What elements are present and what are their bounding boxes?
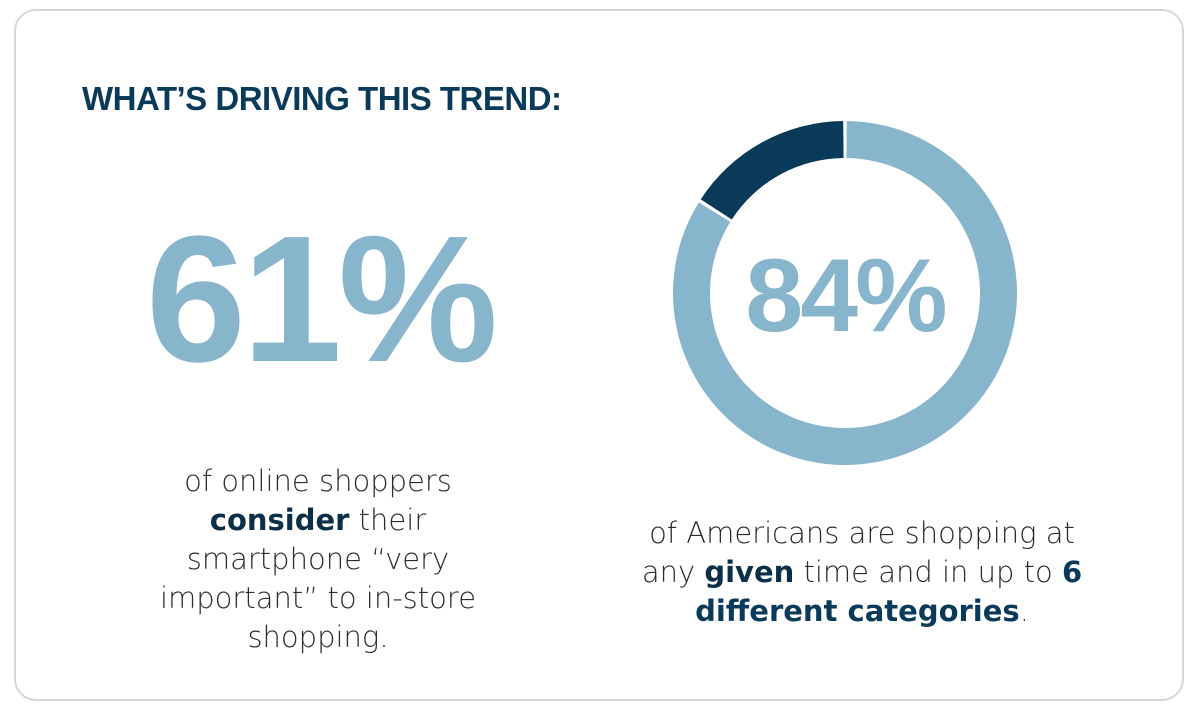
caption-right-text-3: . [1019,594,1029,628]
donut-chart: 84% [670,118,1020,468]
donut-slice-other [700,121,844,220]
stat-left-caption: of online shoppers consider their smartph… [140,462,496,657]
donut-chart-svg: 84% [673,121,1017,465]
section-heading: WHAT’S DRIVING THIS TREND: [82,80,562,117]
stat-61-percent: 61% [145,199,498,400]
caption-left-bold: consider [209,503,350,537]
donut-center-label: 84% [745,238,945,354]
caption-right-text-1: of Americans are shopping at any [641,516,1075,589]
caption-right-text-2: time and in up to [794,555,1062,589]
caption-right-bold-1: given [704,555,795,589]
stat-right-caption: of Americans are shopping at any given t… [640,514,1084,631]
caption-left-text-1: of online shoppers [184,464,452,498]
caption-left-text-2: their smartphone “very important” to in-… [159,503,477,654]
caption-right-bold-2: 6 different categories [695,555,1083,628]
